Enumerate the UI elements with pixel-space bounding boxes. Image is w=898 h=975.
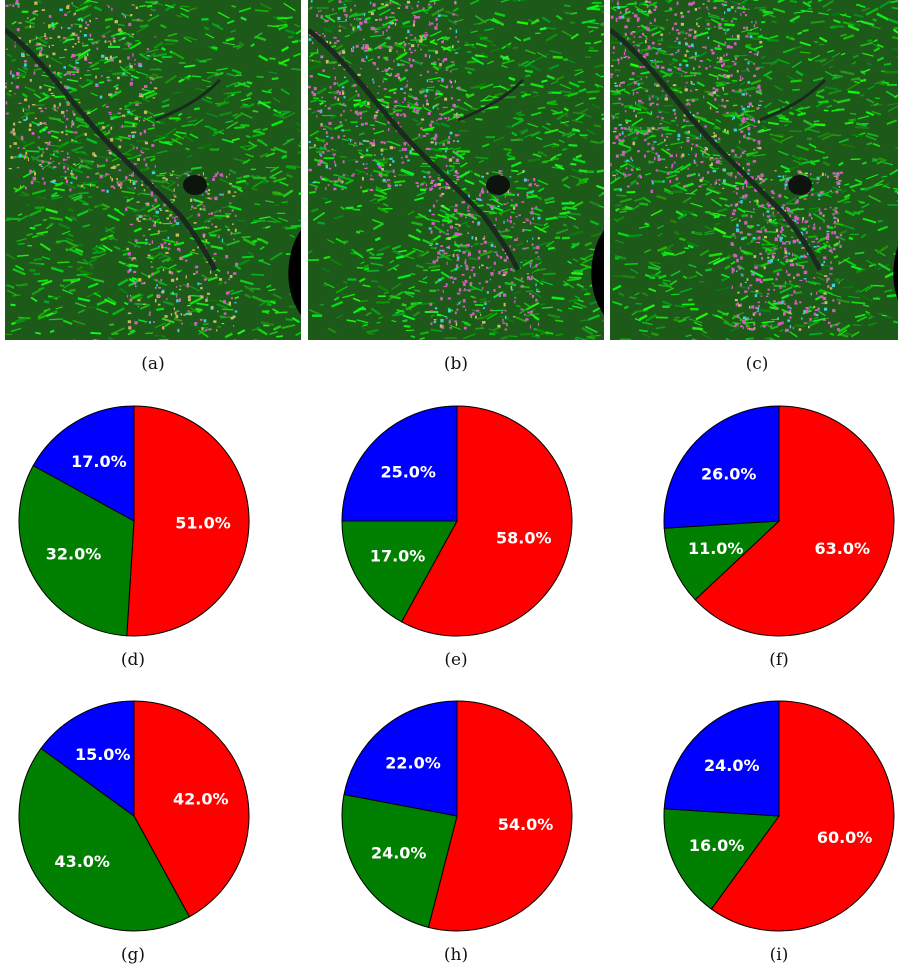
satellite-image-b — [308, 0, 604, 340]
pie-chart-g: 42.0% 43.0% 15.0% — [18, 700, 250, 932]
caption-e: (e) — [444, 650, 468, 670]
pie-slice-label: 63.0% — [815, 539, 871, 558]
pie-slice — [32, 405, 135, 522]
pie-slice-label: 32.0% — [46, 545, 102, 564]
caption-c: (c) — [745, 354, 769, 374]
pie-slice — [663, 700, 780, 817]
pie-slice-label: 25.0% — [380, 463, 436, 482]
pie-slice — [663, 808, 780, 910]
pie-slice-label: 42.0% — [173, 789, 229, 808]
satellite-texture — [610, 0, 898, 340]
caption-b: (b) — [443, 354, 469, 374]
pie-slice — [341, 405, 458, 522]
pie-slice — [663, 520, 781, 601]
caption-f: (f) — [769, 650, 789, 670]
pie-slice-label: 58.0% — [496, 529, 552, 548]
pie-slice — [710, 700, 895, 932]
pie-slice — [18, 747, 191, 932]
pie-chart-f: 63.0% 11.0% 26.0% — [663, 405, 895, 637]
pie-slice-label: 60.0% — [817, 828, 873, 847]
caption-a: (a) — [141, 354, 165, 374]
pie-slice-label: 15.0% — [75, 745, 131, 764]
pie-chart-i: 60.0% 16.0% 24.0% — [663, 700, 895, 932]
pie-slice — [694, 405, 895, 637]
pie-slice-label: 11.0% — [688, 539, 744, 558]
pie-slice-label: 43.0% — [54, 852, 110, 871]
satellite-image-a — [5, 0, 301, 340]
caption-i: (i) — [769, 945, 789, 965]
pie-slice-label: 54.0% — [498, 815, 554, 834]
pie-slice — [341, 793, 458, 928]
pie-slice — [18, 464, 135, 637]
pie-chart-d: 51.0% 32.0% 17.0% — [18, 405, 250, 637]
pie-slice-label: 26.0% — [701, 464, 757, 483]
pie-slice — [343, 700, 458, 817]
pie-slice — [133, 700, 250, 918]
pie-slice — [663, 405, 780, 529]
pie-slice — [126, 405, 250, 637]
pie-slice-label: 24.0% — [371, 844, 427, 863]
caption-g: (g) — [120, 945, 146, 965]
pie-slice — [40, 700, 135, 817]
pie-slice — [427, 700, 573, 932]
pie-slice-label: 17.0% — [71, 452, 127, 471]
caption-d: (d) — [120, 650, 146, 670]
pie-chart-h: 54.0% 24.0% 22.0% — [341, 700, 573, 932]
caption-h: (h) — [443, 945, 469, 965]
pie-chart-e: 58.0% 17.0% 25.0% — [341, 405, 573, 637]
satellite-image-c — [610, 0, 898, 340]
pie-slice-label: 24.0% — [704, 756, 760, 775]
pie-slice — [400, 405, 573, 637]
satellite-texture — [308, 0, 604, 340]
pie-slice — [341, 520, 458, 623]
satellite-texture — [5, 0, 301, 340]
pie-slice-label: 17.0% — [370, 547, 426, 566]
pie-slice-label: 51.0% — [175, 514, 231, 533]
pie-slice-label: 22.0% — [385, 753, 441, 772]
pie-slice-label: 16.0% — [689, 836, 745, 855]
